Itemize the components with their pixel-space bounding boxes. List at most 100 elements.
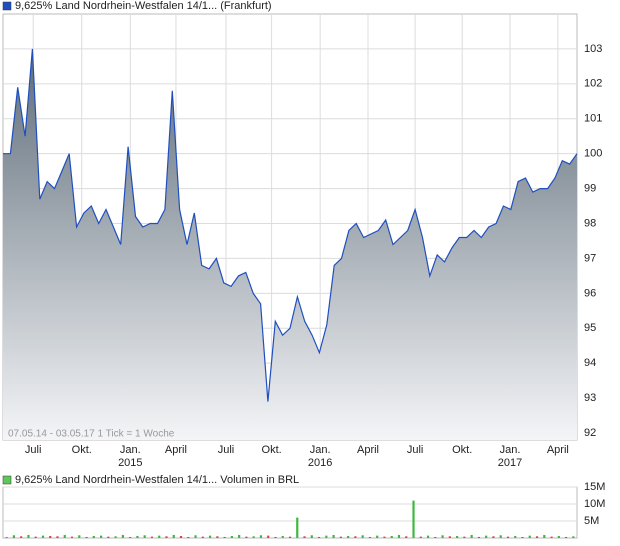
x-tick-label: Okt. [452, 444, 472, 456]
x-tick-label: Okt. [262, 444, 282, 456]
volume-bar [92, 535, 95, 538]
volume-bar [310, 535, 313, 538]
volume-bar [281, 535, 284, 538]
year-label: 2016 [308, 457, 332, 469]
volume-bar [477, 536, 481, 538]
volume-bar [158, 535, 161, 538]
chart-title: 9,625% Land Nordrhein-Westfalen 14/1... … [15, 0, 272, 12]
volume-bar [63, 534, 66, 538]
volume-bar [208, 535, 212, 538]
date-range-note: 07.05.14 - 03.05.17 1 Tick = 1 Woche [8, 429, 175, 440]
y-tick-label: 94 [584, 357, 596, 369]
volume-bar [259, 535, 263, 538]
volume-bar [492, 536, 495, 538]
volume-bar [12, 535, 15, 538]
volume-bar [172, 534, 175, 538]
volume-bar [5, 536, 8, 538]
volume-bar [34, 536, 37, 538]
volume-bar [347, 535, 350, 538]
volume-bar [506, 536, 510, 538]
y-tick-label: 15M [584, 481, 605, 493]
x-tick-label: April [165, 444, 187, 456]
y-tick-label: 100 [584, 148, 602, 160]
x-tick-label: April [547, 444, 569, 456]
x-tick-label: Juli [25, 444, 42, 456]
volume-bar [114, 536, 117, 538]
volume-bar [165, 536, 168, 538]
x-tick-label: Juli [407, 444, 424, 456]
volume-bar [557, 535, 560, 538]
volume-bar [150, 536, 154, 538]
volume-bar [296, 517, 299, 538]
volume-bar [354, 536, 357, 538]
year-label: 2017 [498, 457, 522, 469]
volume-bar [383, 536, 386, 538]
volume-bar [252, 536, 255, 538]
legend-swatch [2, 475, 12, 485]
volume-bar [317, 536, 321, 538]
volume-bar [143, 535, 146, 538]
y-tick-label: 92 [584, 427, 596, 439]
volume-bar [441, 535, 444, 538]
volume-bar [426, 535, 430, 538]
year-label: 2015 [118, 457, 142, 469]
legend-swatch [2, 1, 12, 11]
volume-bar [376, 535, 379, 538]
volume-bar [187, 536, 190, 538]
volume-bar [267, 535, 270, 538]
volume-bar [361, 535, 364, 538]
y-tick-label: 10M [584, 498, 605, 510]
volume-bar [470, 534, 473, 538]
volume-bar [514, 535, 517, 538]
volume-bar [223, 536, 226, 538]
x-tick-label: Jan. [500, 444, 521, 456]
volume-bar [565, 536, 568, 538]
volume-bar [78, 535, 81, 538]
volume-bar [543, 534, 546, 538]
volume-bar [99, 535, 103, 538]
plot-area [2, 486, 578, 539]
volume-bar [521, 536, 524, 538]
x-tick-label: Jan. [120, 444, 141, 456]
volume-bar [456, 535, 459, 538]
volume-bar [499, 535, 502, 538]
volume-bar [528, 535, 531, 538]
y-tick-label: 102 [584, 78, 602, 90]
volume-bar [201, 536, 204, 538]
volume-bar [550, 536, 553, 538]
y-tick-label: 101 [584, 113, 602, 125]
volume-bar [485, 535, 488, 538]
volume-bar [107, 536, 110, 538]
x-tick-label: April [357, 444, 379, 456]
volume-bar [419, 536, 422, 538]
volume-bar [129, 536, 132, 538]
x-tick-label: Jan. [310, 444, 331, 456]
volume-bar [20, 536, 23, 538]
volume-bar [216, 536, 219, 538]
y-tick-label: 93 [584, 392, 596, 404]
volume-bar [238, 534, 241, 538]
volume-bar [463, 536, 466, 538]
volume-bar [405, 536, 408, 538]
volume-bar [121, 534, 124, 538]
volume-bar [412, 500, 415, 538]
x-tick-label: Juli [218, 444, 235, 456]
volume-bar [303, 536, 306, 538]
volume-bar [434, 536, 437, 538]
volume-bar [397, 534, 401, 538]
x-tick-label: Okt. [72, 444, 92, 456]
price-area [3, 48, 577, 441]
volume-bar [27, 534, 30, 538]
volume-bar [194, 535, 197, 538]
volume-bar [70, 536, 74, 538]
volume-bar [325, 535, 328, 538]
volume-bar [332, 534, 335, 538]
y-tick-label: 95 [584, 322, 596, 334]
volume-bar [368, 536, 372, 538]
volume-bar [136, 535, 139, 538]
volume-bar [448, 536, 451, 538]
y-tick-label: 98 [584, 217, 596, 229]
volume-bar [274, 536, 277, 538]
y-tick-label: 103 [584, 43, 602, 55]
